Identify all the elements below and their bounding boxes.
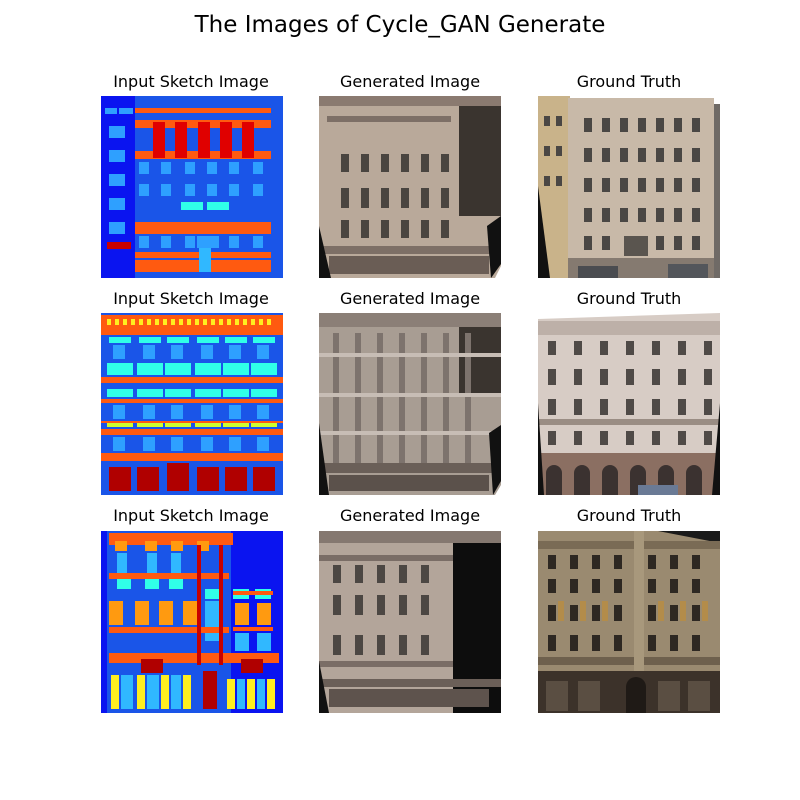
- input-sketch-image-1: [101, 96, 283, 278]
- ground-truth-image-2: [538, 313, 720, 495]
- generated-image-2: [319, 313, 501, 495]
- column-title-input-sketch: Input Sketch Image: [113, 506, 269, 525]
- ground-truth-image-1: [538, 96, 720, 278]
- ground-truth-image-3: [538, 531, 720, 713]
- column-title-generated: Generated Image: [339, 72, 481, 91]
- column-title-generated: Generated Image: [339, 289, 481, 308]
- column-title-input-sketch: Input Sketch Image: [113, 289, 269, 308]
- column-title-ground-truth: Ground Truth: [576, 506, 682, 525]
- input-sketch-image-2: [101, 313, 283, 495]
- generated-image-3: [319, 531, 501, 713]
- input-sketch-image-3: [101, 531, 283, 713]
- column-title-ground-truth: Ground Truth: [576, 289, 682, 308]
- column-title-generated: Generated Image: [339, 506, 481, 525]
- column-title-input-sketch: Input Sketch Image: [113, 72, 269, 91]
- figure-title: The Images of Cycle_GAN Generate: [194, 12, 606, 38]
- generated-image-1: [319, 96, 501, 278]
- column-title-ground-truth: Ground Truth: [576, 72, 682, 91]
